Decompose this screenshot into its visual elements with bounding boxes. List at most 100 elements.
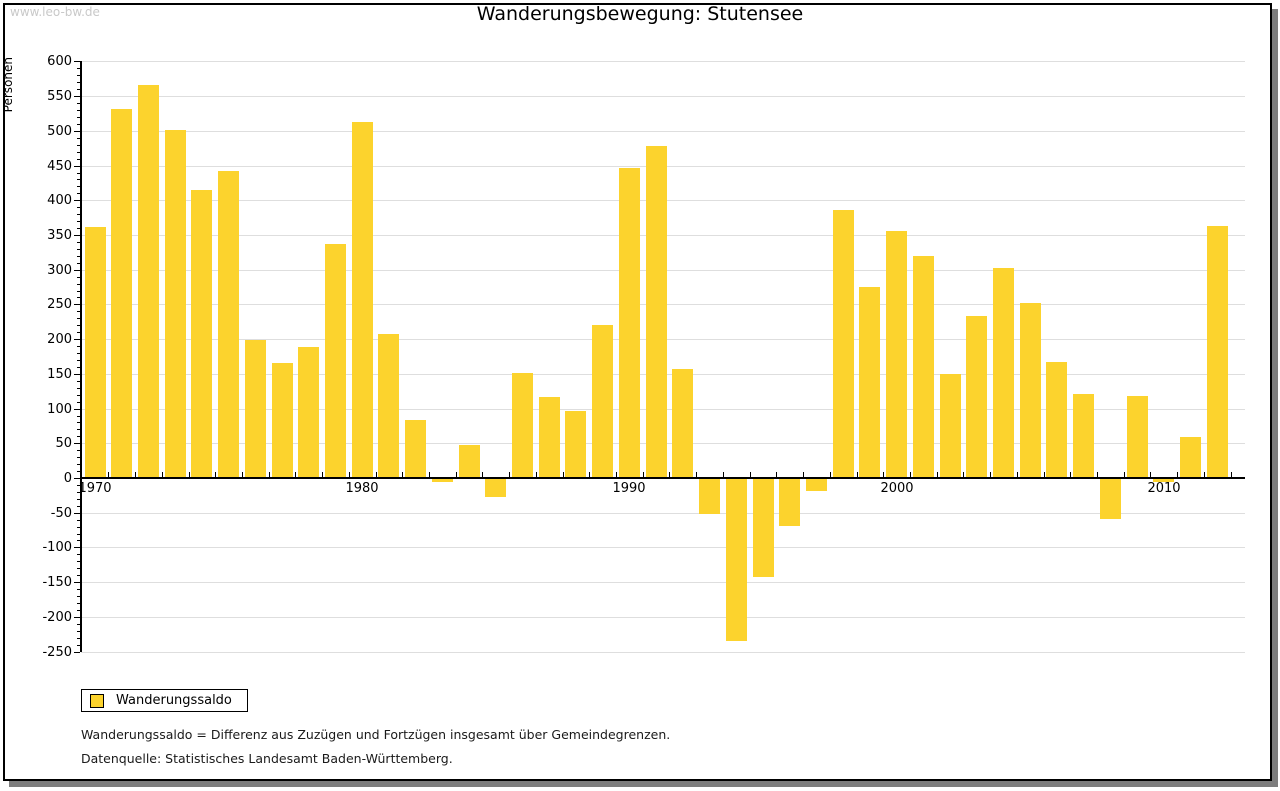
bar-2011 bbox=[1180, 437, 1201, 477]
y-axis-tick bbox=[74, 200, 80, 201]
gridline bbox=[81, 617, 1245, 618]
x-axis-tick bbox=[857, 472, 858, 477]
bar-1999 bbox=[859, 287, 880, 477]
x-axis-tick bbox=[669, 472, 670, 477]
bar-2002 bbox=[940, 374, 961, 477]
y-axis-tick bbox=[77, 346, 80, 347]
y-axis-tick bbox=[77, 103, 80, 104]
y-tick-label: 0 bbox=[63, 471, 72, 486]
y-axis-tick bbox=[77, 311, 80, 312]
x-axis-tick bbox=[803, 472, 804, 477]
bar-2008 bbox=[1100, 479, 1121, 519]
bar-1977 bbox=[272, 363, 293, 477]
bar-2000 bbox=[886, 231, 907, 477]
y-axis-tick bbox=[77, 645, 80, 646]
gridline bbox=[81, 61, 1245, 62]
x-axis-tick bbox=[1204, 472, 1205, 477]
y-axis-tick bbox=[77, 485, 80, 486]
bar-1988 bbox=[565, 411, 586, 477]
x-axis-tick bbox=[402, 472, 403, 477]
y-axis-tick bbox=[77, 186, 80, 187]
y-axis-tick bbox=[77, 395, 80, 396]
x-axis-tick bbox=[322, 472, 323, 477]
y-tick-label: -50 bbox=[50, 506, 72, 521]
bar-1992 bbox=[672, 369, 693, 477]
x-axis-tick bbox=[723, 472, 724, 477]
y-tick-label: 100 bbox=[47, 402, 72, 417]
bar-1976 bbox=[245, 340, 266, 477]
y-axis-tick bbox=[77, 207, 80, 208]
y-axis-tick bbox=[77, 332, 80, 333]
y-axis-tick bbox=[77, 520, 80, 521]
y-axis-tick bbox=[77, 145, 80, 146]
bar-1981 bbox=[378, 334, 399, 477]
y-axis-tick bbox=[77, 193, 80, 194]
y-axis-tick bbox=[77, 492, 80, 493]
y-tick-label: 50 bbox=[55, 436, 72, 451]
y-tick-label: -200 bbox=[42, 610, 72, 625]
x-axis-tick bbox=[990, 472, 991, 477]
legend: Wanderungssaldo bbox=[81, 689, 248, 712]
x-axis-tick bbox=[162, 472, 163, 477]
bar-2010 bbox=[1153, 479, 1174, 482]
y-tick-label: 350 bbox=[47, 228, 72, 243]
y-axis-tick bbox=[77, 603, 80, 604]
bar-2006 bbox=[1046, 362, 1067, 477]
y-axis bbox=[80, 61, 82, 652]
y-tick-label: -150 bbox=[42, 575, 72, 590]
x-tick-label: 1990 bbox=[612, 481, 646, 496]
x-axis-tick bbox=[482, 472, 483, 477]
x-axis-tick bbox=[1231, 472, 1232, 477]
x-axis-tick bbox=[643, 472, 644, 477]
y-axis-tick bbox=[74, 131, 80, 132]
x-axis-tick bbox=[563, 472, 564, 477]
bar-1983 bbox=[432, 479, 453, 482]
y-axis-tick bbox=[77, 325, 80, 326]
legend-label: Wanderungssaldo bbox=[116, 693, 232, 708]
x-axis-tick bbox=[269, 472, 270, 477]
x-axis-tick bbox=[963, 472, 964, 477]
watermark: www.leo-bw.de bbox=[10, 5, 100, 19]
y-tick-label: 400 bbox=[47, 193, 72, 208]
y-tick-label: 450 bbox=[47, 159, 72, 174]
y-tick-label: -250 bbox=[42, 645, 72, 660]
y-axis-tick bbox=[77, 82, 80, 83]
y-axis-tick bbox=[77, 534, 80, 535]
gridline bbox=[81, 652, 1245, 653]
x-axis bbox=[80, 477, 1245, 479]
y-axis-tick bbox=[77, 221, 80, 222]
x-axis-tick bbox=[215, 472, 216, 477]
page-title: Wanderungsbewegung: Stutensee bbox=[476, 3, 804, 25]
x-axis-tick bbox=[776, 472, 777, 477]
bar-1980 bbox=[352, 122, 373, 477]
bar-2005 bbox=[1020, 303, 1041, 477]
gridline bbox=[81, 547, 1245, 548]
y-axis-tick bbox=[77, 179, 80, 180]
bar-1996 bbox=[779, 479, 800, 526]
y-axis-tick bbox=[77, 75, 80, 76]
y-axis-tick bbox=[77, 638, 80, 639]
gridline bbox=[81, 131, 1245, 132]
y-axis-tick bbox=[74, 652, 80, 653]
x-axis-tick bbox=[589, 472, 590, 477]
x-axis-tick bbox=[536, 472, 537, 477]
x-axis-tick bbox=[295, 472, 296, 477]
y-axis-tick bbox=[74, 374, 80, 375]
y-axis-tick bbox=[74, 96, 80, 97]
gridline bbox=[81, 582, 1245, 583]
y-axis-tick bbox=[77, 429, 80, 430]
y-axis-tick bbox=[77, 318, 80, 319]
bar-1993 bbox=[699, 479, 720, 514]
y-axis-tick bbox=[77, 138, 80, 139]
y-tick-label: 500 bbox=[47, 124, 72, 139]
x-axis-tick bbox=[456, 472, 457, 477]
y-axis-tick bbox=[77, 596, 80, 597]
y-axis-tick bbox=[77, 568, 80, 569]
x-axis-tick bbox=[429, 472, 430, 477]
y-axis-tick bbox=[74, 409, 80, 410]
x-tick-label: 1970 bbox=[78, 481, 112, 496]
x-axis-tick bbox=[349, 472, 350, 477]
y-tick-label: 300 bbox=[47, 263, 72, 278]
x-axis-tick bbox=[376, 472, 377, 477]
